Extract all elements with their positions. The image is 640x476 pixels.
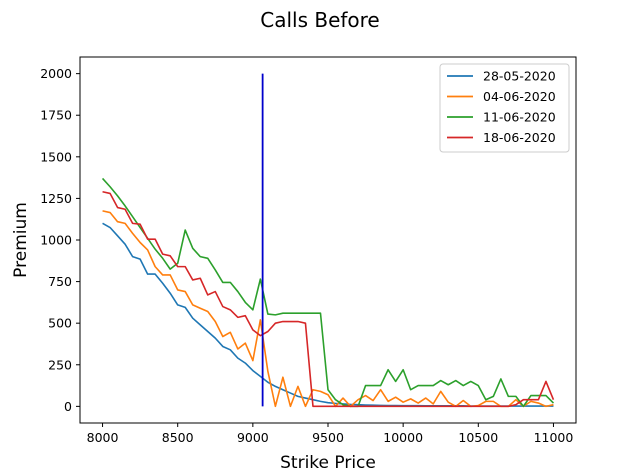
legend-entry-label: 04-06-2020 (483, 89, 556, 104)
y-tick-label: 1000 (40, 233, 72, 248)
x-tick-label: 9500 (312, 430, 344, 445)
legend: 28-05-2020 04-06-2020 11-06-2020 18-06-2020 (439, 63, 570, 153)
y-tick-label: 1500 (40, 149, 72, 164)
y-tick-label: 2000 (40, 66, 72, 81)
series-line-11-06-2020 (101, 177, 555, 408)
plot-area (79, 56, 577, 424)
y-tick-label: 750 (48, 274, 72, 289)
x-tick-label: 10000 (383, 430, 423, 445)
x-axis-label: Strike Price (280, 453, 376, 473)
y-tick-label: 1750 (40, 108, 72, 123)
y-axis-label: Premium (11, 202, 31, 278)
legend-items: 28-05-2020 04-06-2020 11-06-2020 18-06-2020 (447, 69, 556, 145)
legend-entry-label: 18-06-2020 (483, 130, 556, 145)
x-tick-label: 8500 (162, 430, 194, 445)
x-tick-label: 10500 (458, 430, 498, 445)
legend-entry-label: 28-05-2020 (483, 69, 556, 84)
y-tick-label: 500 (48, 316, 72, 331)
x-tick-label: 8000 (87, 430, 119, 445)
y-tick-label: 1250 (40, 191, 72, 206)
series-line-04-06-2020 (102, 210, 554, 408)
legend-box (439, 63, 570, 153)
y-axis: 0 250 500 750 1000 1250 1500 1750 2000 (40, 66, 80, 414)
y-tick-label: 0 (64, 399, 72, 414)
x-tick-label: 11000 (534, 430, 574, 445)
series-line-18-06-2020 (102, 190, 555, 408)
legend-entry-label: 11-06-2020 (483, 110, 556, 125)
y-tick-label: 250 (48, 357, 72, 372)
chart-title: Calls Before (260, 8, 380, 32)
x-axis: 8000 8500 9000 9500 10000 10500 11000 (87, 423, 574, 445)
x-tick-label: 9000 (237, 430, 269, 445)
series-layer (101, 177, 555, 408)
